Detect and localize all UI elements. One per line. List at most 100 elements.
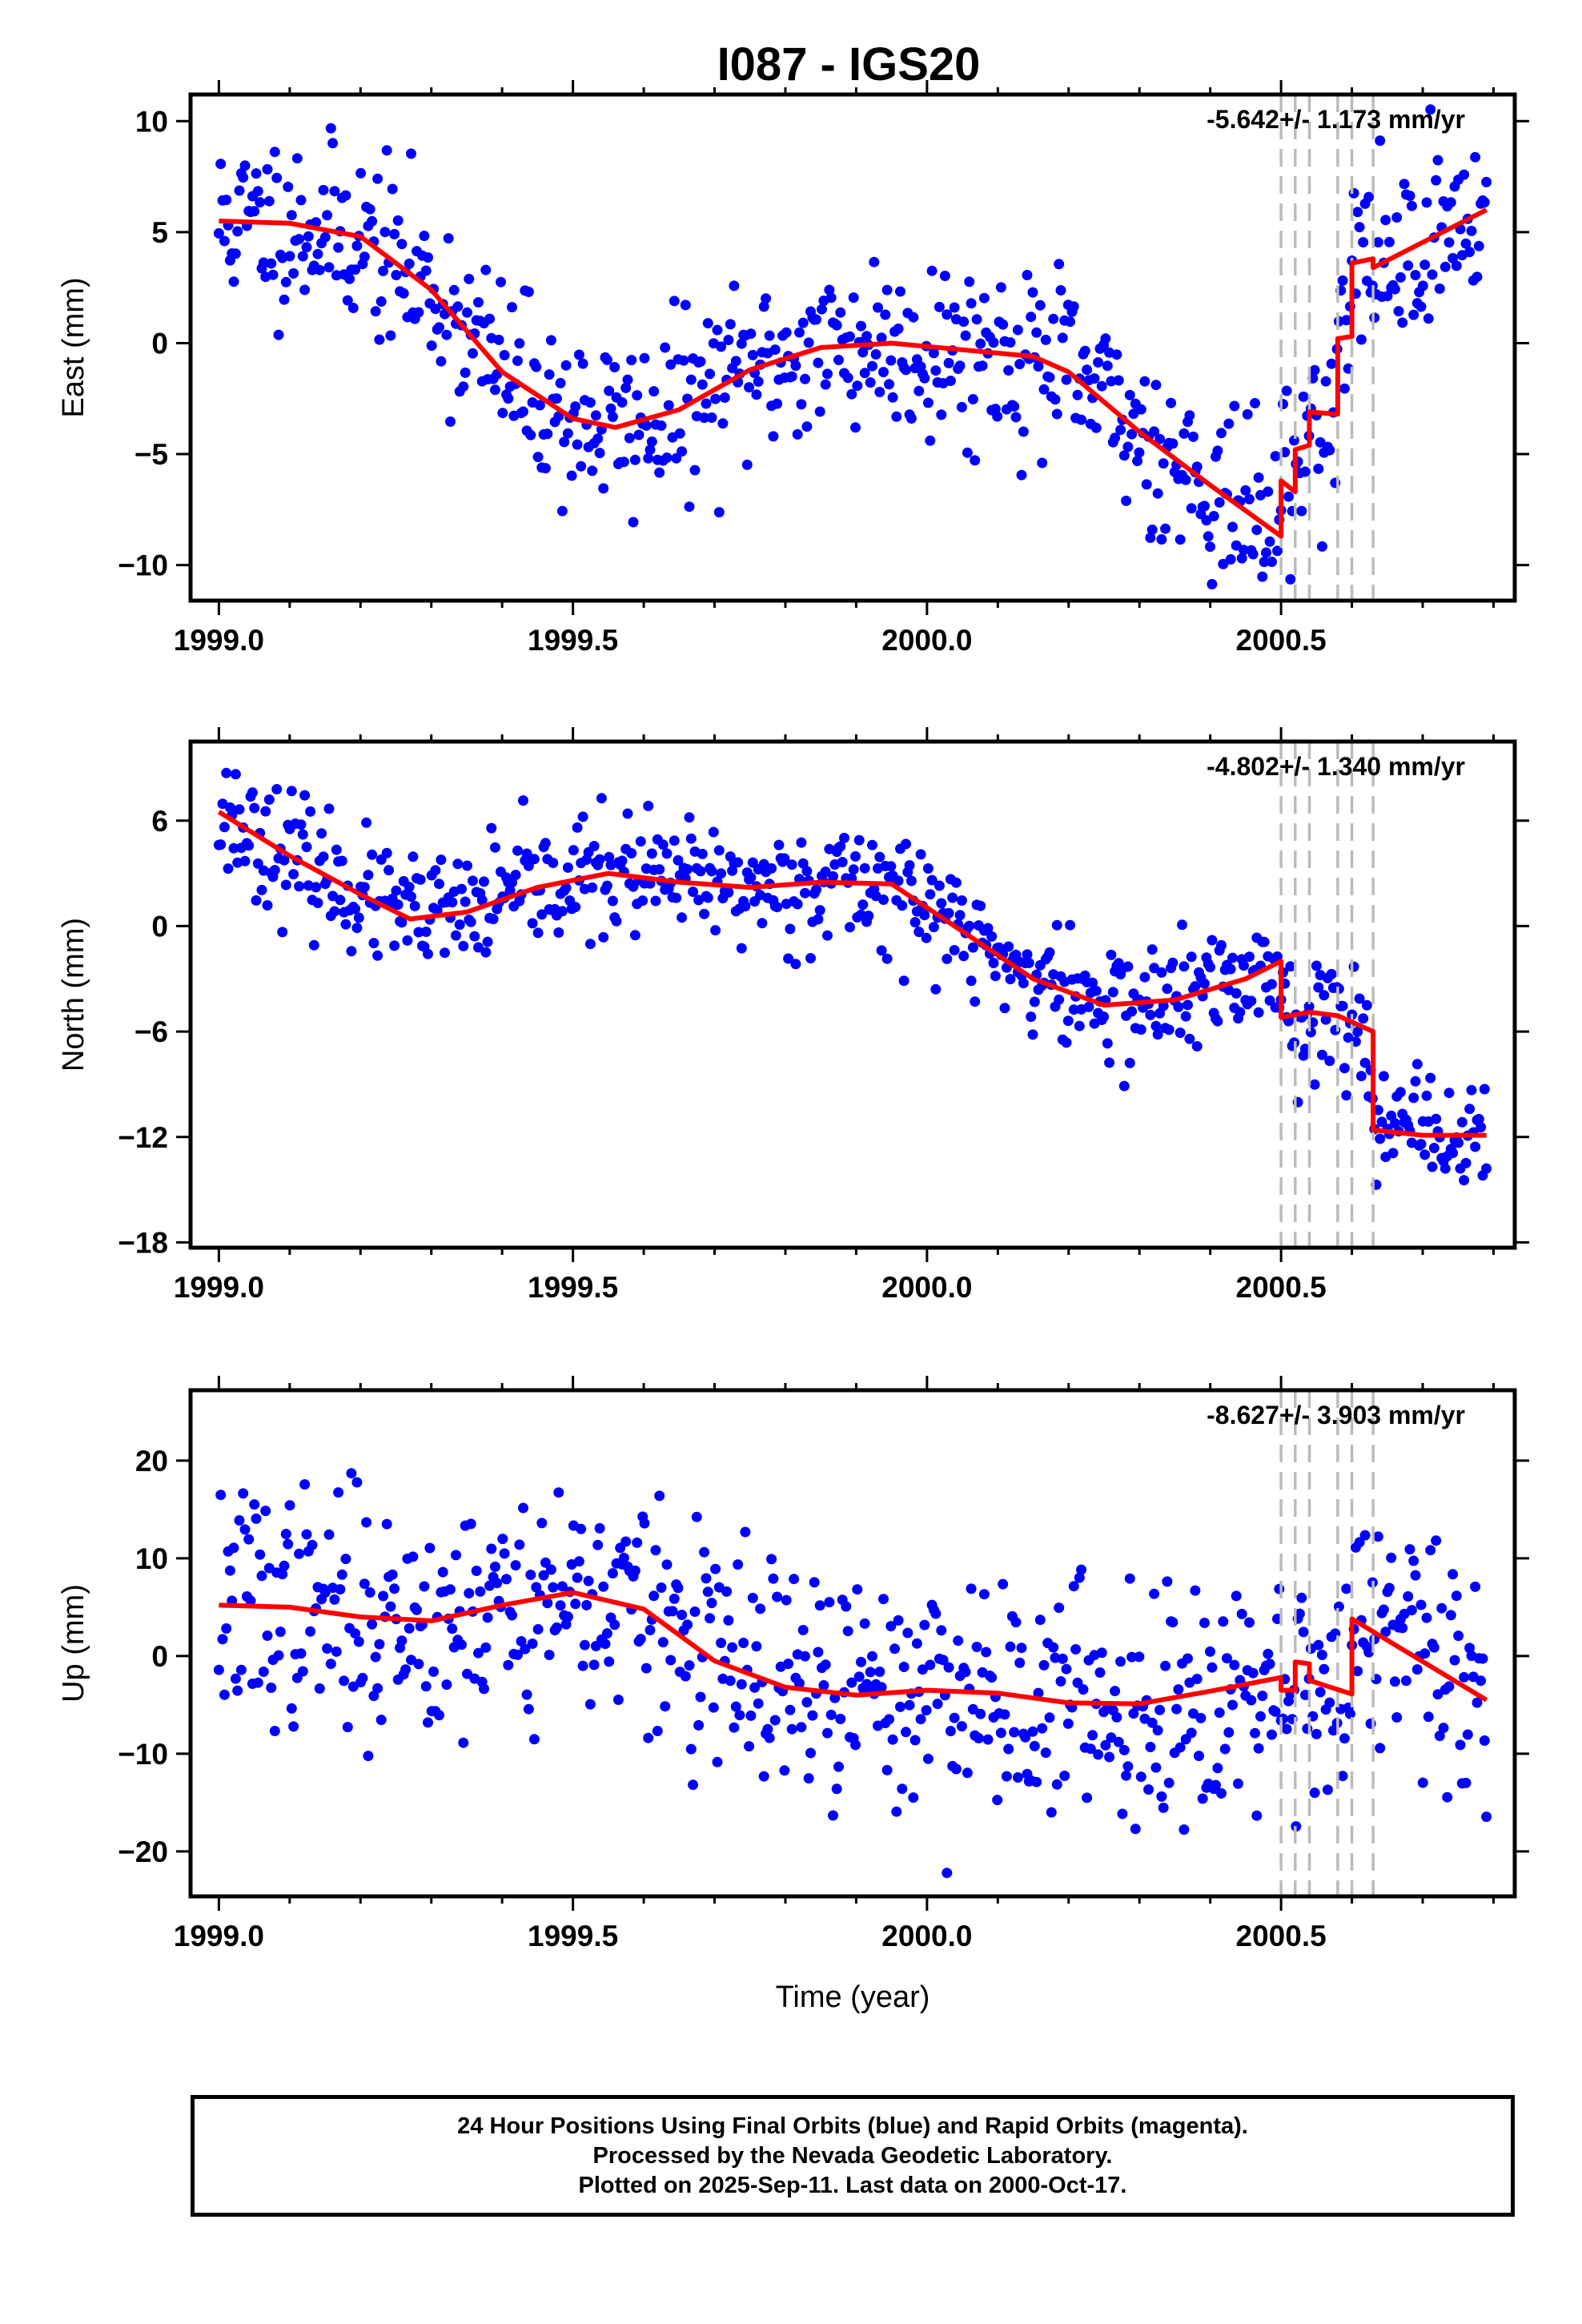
data-point <box>818 1680 829 1691</box>
data-point <box>1305 1027 1316 1038</box>
data-point <box>213 227 224 239</box>
data-point <box>1380 1626 1391 1638</box>
data-point <box>1326 968 1337 979</box>
data-point <box>311 217 322 228</box>
data-point <box>398 287 409 299</box>
data-point <box>1115 1656 1126 1667</box>
data-point <box>1145 1009 1156 1020</box>
data-point <box>1319 990 1330 1001</box>
data-point <box>590 410 601 421</box>
data-point <box>413 1659 424 1670</box>
data-point <box>235 1664 247 1675</box>
data-point <box>532 927 544 939</box>
data-point <box>286 786 297 797</box>
data-point <box>1382 291 1393 302</box>
data-point <box>396 917 408 928</box>
data-point <box>473 942 484 953</box>
data-point <box>1010 1617 1022 1628</box>
data-point <box>814 406 825 417</box>
data-point <box>221 767 232 778</box>
data-point <box>677 1610 688 1620</box>
data-point <box>228 276 239 287</box>
data-point <box>986 931 998 942</box>
data-point <box>479 1683 489 1695</box>
data-point <box>484 313 495 324</box>
data-point <box>604 1656 615 1667</box>
data-point <box>713 507 725 518</box>
data-point <box>1479 1084 1490 1095</box>
data-point <box>260 1506 271 1517</box>
data-point <box>880 309 891 320</box>
data-point <box>1037 1723 1048 1734</box>
data-point <box>1182 1653 1193 1664</box>
data-point <box>970 455 981 466</box>
data-point <box>616 855 628 866</box>
data-point <box>1167 957 1178 968</box>
data-point <box>426 340 437 352</box>
data-point <box>966 975 977 987</box>
y-tick-label: −20 <box>118 1835 168 1868</box>
data-point <box>835 841 846 852</box>
data-point <box>1391 1712 1403 1723</box>
data-point <box>626 355 637 366</box>
data-point <box>967 942 978 953</box>
data-point <box>1278 399 1288 410</box>
data-point <box>460 367 471 378</box>
y-tick-label: 6 <box>151 805 168 838</box>
data-point <box>609 362 620 372</box>
data-point <box>1445 197 1456 208</box>
data-point <box>280 879 291 891</box>
data-point <box>639 1518 650 1529</box>
data-point <box>573 349 584 360</box>
data-point <box>239 855 251 866</box>
data-point <box>909 917 921 928</box>
data-point <box>708 1702 719 1713</box>
data-point <box>1383 1582 1395 1594</box>
data-point <box>1074 1572 1085 1583</box>
data-point <box>447 897 458 908</box>
data-point <box>363 870 374 881</box>
data-point <box>323 803 335 814</box>
data-point <box>1470 1581 1481 1592</box>
data-point <box>751 1641 762 1652</box>
data-point <box>1126 1651 1138 1663</box>
data-point <box>1455 1739 1466 1751</box>
data-point <box>845 331 855 342</box>
data-point <box>740 1526 751 1538</box>
data-point <box>741 459 753 470</box>
data-point <box>977 360 988 372</box>
data-point <box>570 902 581 913</box>
caption-box: 24 Hour Positions Using Final Orbits (bl… <box>191 2095 1515 2217</box>
data-point <box>1421 1612 1432 1623</box>
data-point <box>785 1704 796 1715</box>
data-point <box>1257 1691 1268 1702</box>
data-point <box>889 1643 900 1655</box>
data-point <box>305 1626 316 1637</box>
data-point <box>622 808 633 819</box>
data-point <box>318 851 329 862</box>
data-point <box>540 463 551 474</box>
data-point <box>769 1715 781 1726</box>
data-point <box>451 1550 461 1561</box>
data-point <box>1186 503 1197 514</box>
data-point <box>1278 1713 1288 1724</box>
data-point <box>1425 1072 1436 1084</box>
data-point <box>717 418 729 429</box>
data-point <box>573 1556 584 1567</box>
data-point <box>859 368 870 379</box>
data-point <box>269 147 280 158</box>
data-point <box>1216 939 1227 951</box>
data-point <box>579 1639 590 1651</box>
data-point <box>256 1570 267 1582</box>
data-point <box>232 226 243 237</box>
data-point <box>943 907 954 919</box>
data-point <box>1411 1059 1423 1070</box>
data-point <box>1031 1776 1042 1787</box>
data-point <box>1082 1792 1093 1803</box>
data-point <box>1326 358 1337 369</box>
data-point <box>482 1612 493 1623</box>
data-point <box>967 1703 978 1715</box>
data-point <box>604 851 615 862</box>
data-point <box>1439 261 1451 272</box>
data-point <box>482 936 493 947</box>
